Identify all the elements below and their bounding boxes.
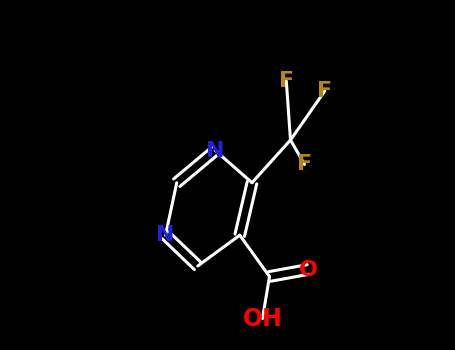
Text: O: O — [298, 259, 318, 280]
Text: N: N — [206, 140, 224, 161]
Text: N: N — [157, 225, 175, 245]
Text: F: F — [279, 71, 294, 91]
Text: OH: OH — [243, 307, 283, 330]
Text: F: F — [317, 81, 332, 101]
Text: F: F — [297, 154, 312, 175]
